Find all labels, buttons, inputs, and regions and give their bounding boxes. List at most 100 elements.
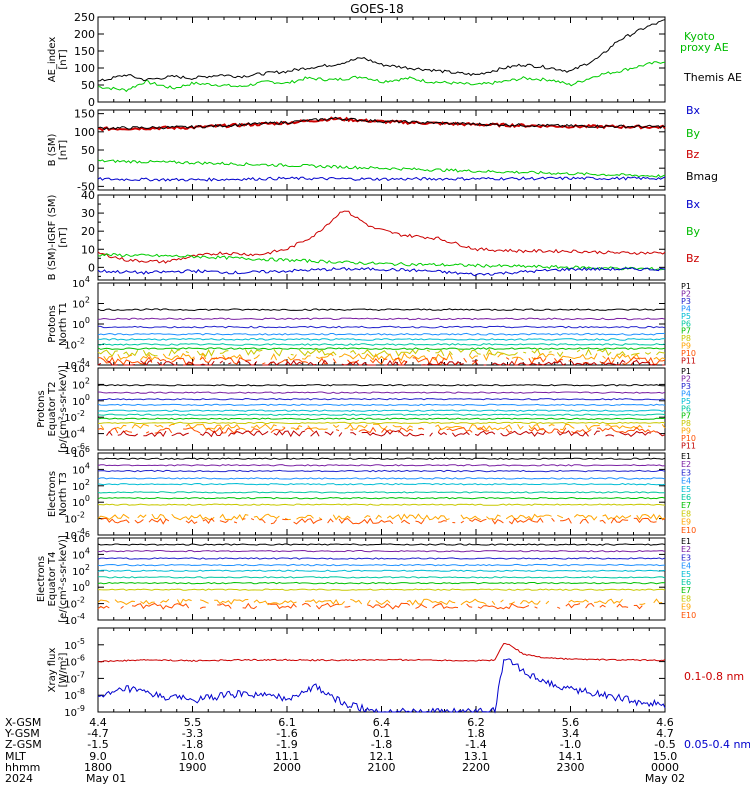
series-line-p8 — [143, 350, 157, 356]
series-line-p8 — [577, 350, 580, 352]
series-line-p11 — [228, 363, 231, 364]
ephemeris-value: May 02 — [645, 772, 685, 785]
series-line-e10 — [438, 521, 447, 523]
y-tick-label: 104 — [72, 546, 90, 561]
series-line-e2 — [98, 551, 665, 552]
y-tick-label: 50 — [81, 79, 95, 92]
y-axis-label: [nT] — [58, 140, 69, 160]
series-line-p9 — [393, 425, 402, 427]
series-line-p11 — [430, 433, 433, 437]
y-tick-label: 10-9 — [64, 704, 85, 719]
series-line-p10 — [294, 360, 308, 363]
legend-themis-ae: Themis AE — [683, 71, 742, 84]
series-line-p10 — [359, 428, 376, 433]
legend-igrf-bx: Bx — [686, 198, 701, 211]
series-line-e10 — [535, 607, 538, 608]
series-line-e8 — [98, 589, 665, 590]
legend-p-eq-p11: P11 — [681, 442, 696, 451]
series-line-e4 — [98, 564, 665, 565]
y-axis-label: [nT] — [58, 49, 69, 69]
series-line-e10 — [469, 519, 486, 522]
series-line-p9 — [132, 424, 149, 428]
y-axis-label: Equator T4 — [47, 552, 58, 607]
series-line-p11 — [350, 433, 356, 435]
series-line-p8 — [586, 350, 592, 356]
series-line-p9 — [498, 354, 504, 357]
y-tick-label: 102 — [72, 563, 90, 578]
series-line-p8 — [396, 349, 419, 356]
series-line-p4 — [98, 333, 665, 335]
series-line-p10 — [447, 428, 473, 433]
series-line-e9 — [98, 600, 109, 603]
series-line-e7 — [98, 582, 665, 583]
series-line-e9 — [640, 604, 646, 605]
series-line-e10 — [271, 520, 277, 524]
series-line-e10 — [416, 605, 427, 609]
legend-by: By — [686, 127, 701, 140]
series-line-e9 — [177, 599, 191, 604]
series-line-p2 — [98, 318, 665, 320]
series-line-p9 — [282, 427, 285, 428]
series-line-bx — [98, 177, 665, 181]
ephemeris-value: 1900 — [179, 761, 207, 774]
panel-frame — [98, 368, 665, 450]
series-line-p9 — [271, 354, 277, 360]
chart-title: GOES-18 — [350, 2, 404, 16]
series-line-p4 — [98, 404, 665, 405]
series-line-p8 — [549, 352, 552, 353]
series-line-e10 — [251, 519, 254, 520]
series-line-e10 — [552, 518, 555, 521]
ephemeris-value: 2000 — [273, 761, 301, 774]
series-line-e9 — [214, 600, 248, 604]
series-line-e3 — [98, 558, 665, 559]
series-line-p9 — [549, 425, 555, 427]
series-line-p8 — [557, 352, 563, 356]
series-line-e10 — [294, 519, 322, 524]
series-line-p8 — [597, 349, 611, 355]
series-line-p8 — [427, 350, 430, 351]
series-line-e10 — [367, 603, 410, 609]
series-line-p11 — [339, 433, 342, 437]
series-line-e9 — [501, 600, 504, 602]
y-axis-label: Electrons — [36, 556, 47, 602]
series-line-p5 — [98, 410, 665, 411]
y-tick-label: 250 — [74, 11, 95, 24]
series-line-e9 — [350, 599, 361, 604]
series-line-e9 — [557, 515, 563, 518]
series-line-e9 — [365, 516, 371, 518]
series-line-p8 — [291, 354, 294, 355]
series-line-p10 — [271, 428, 285, 433]
y-axis-label: North T3 — [58, 472, 69, 516]
y-tick-label: 100 — [72, 579, 90, 594]
series-line-e9 — [367, 600, 370, 604]
series-line-e10 — [634, 518, 657, 522]
series-line-e10 — [560, 518, 571, 523]
series-line-e10 — [509, 518, 543, 524]
series-line-e5 — [98, 484, 665, 485]
series-line-p9 — [373, 424, 387, 429]
series-line-e5 — [98, 570, 665, 571]
series-line-p11 — [438, 432, 447, 434]
series-line-p11 — [107, 432, 113, 436]
series-line-p11 — [501, 431, 546, 436]
series-line-e10 — [600, 605, 606, 607]
series-line-e10 — [580, 519, 589, 523]
legend-igrf-by: By — [686, 225, 701, 238]
series-line-e9 — [115, 600, 135, 605]
series-line-p9 — [302, 356, 311, 359]
y-axis-label: Protons — [47, 305, 58, 342]
series-line-e9 — [407, 599, 455, 604]
series-line-p8 — [645, 353, 651, 355]
series-line-e10 — [101, 518, 129, 523]
y-axis-label: North T1 — [58, 302, 69, 346]
series-line-e10 — [200, 607, 206, 608]
series-line-p11 — [472, 361, 478, 365]
series-line-e9 — [486, 515, 500, 520]
series-line-p9 — [291, 426, 302, 430]
series-line-themis-ae — [98, 20, 665, 81]
series-line-e10 — [302, 603, 311, 606]
ephemeris-value: 2300 — [557, 761, 585, 774]
y-axis-label: AE_index — [47, 37, 58, 83]
series-line-p10 — [600, 358, 614, 364]
